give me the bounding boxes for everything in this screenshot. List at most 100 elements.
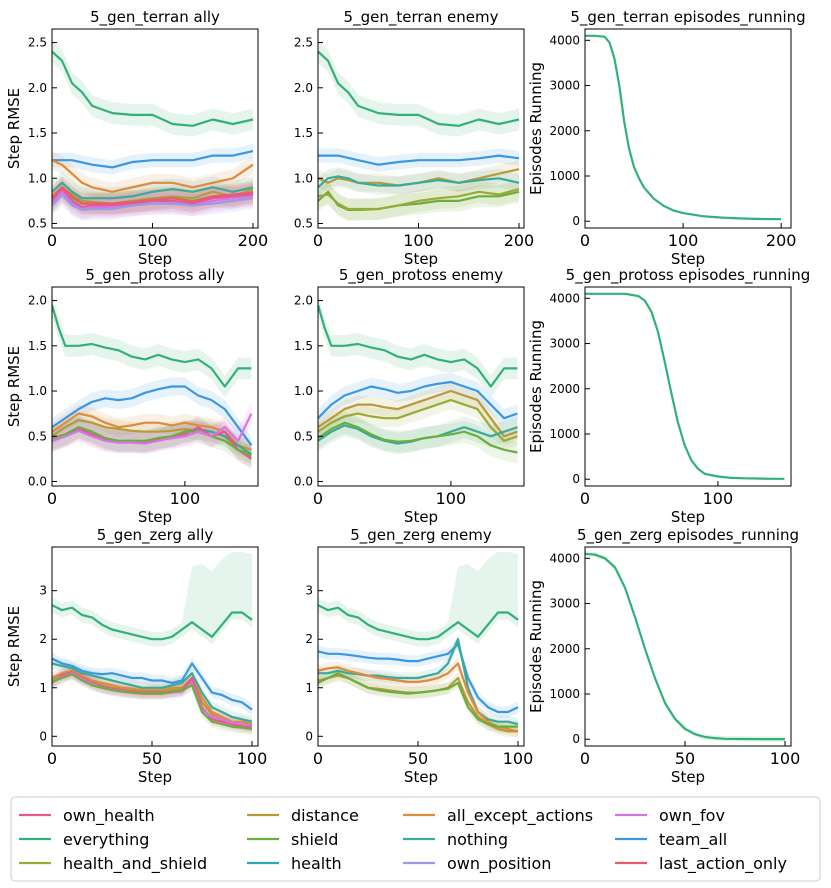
axes-frame: [317, 286, 525, 487]
band-team_all: [52, 652, 252, 716]
series-line-shield: [318, 672, 518, 728]
series-line-everything: [585, 552, 785, 741]
series-line-all_except_actions: [52, 412, 252, 451]
legend-item-team_all: team_all: [615, 830, 727, 850]
legend-label: health: [291, 854, 342, 873]
legend-item-distance: distance: [247, 806, 359, 825]
series-line-everything: [52, 304, 252, 388]
band-distance: [318, 160, 519, 195]
legend-item-own_fov: own_fov: [615, 806, 725, 826]
series-line-nothing: [52, 662, 253, 723]
y-tick-label: 0: [305, 729, 313, 743]
series-line-all_except_actions: [318, 662, 519, 733]
y-tick-label: 1.0: [28, 384, 47, 398]
x-tick-label: 0: [313, 749, 323, 768]
x-tick-label: 0: [580, 489, 590, 508]
x-tick-label: 200: [504, 231, 535, 250]
y-axis-label: Episodes Running: [527, 320, 545, 453]
y-tick-label: 3: [39, 584, 47, 598]
legend-item-health_and_shield: health_and_shield: [19, 854, 207, 874]
y-tick-label: 1: [305, 681, 313, 695]
y-tick-label: 2.5: [28, 36, 47, 50]
series-line-last_action_only: [52, 186, 254, 205]
legend-item-own_position: own_position: [403, 854, 551, 874]
band-everything: [318, 294, 518, 398]
y-axis-label: Step RMSE: [5, 606, 23, 687]
x-tick-label: 50: [675, 749, 695, 768]
chart-title: 5_gen_protoss episodes_running: [566, 266, 811, 285]
y-tick-label: 0.5: [294, 429, 313, 443]
band-own_position: [52, 183, 253, 221]
series-line-shield: [318, 421, 518, 454]
y-tick-label: 1.0: [28, 171, 47, 185]
series-line-nothing: [318, 638, 519, 726]
x-tick-label: 0: [580, 749, 590, 768]
legend-item-everything: everything: [19, 830, 149, 849]
x-axis-label: Step: [671, 250, 705, 268]
series-line-distance: [318, 389, 518, 438]
y-tick-label: 0.0: [294, 474, 313, 488]
y-tick-label: 1.5: [294, 339, 313, 353]
series-line-team_all: [318, 642, 519, 714]
x-axis-label: Step: [671, 508, 705, 526]
y-tick-label: 1.5: [294, 126, 313, 140]
band-nothing: [318, 414, 518, 455]
series-line-own_health: [52, 188, 254, 209]
series-line-everything: [52, 50, 254, 127]
y-tick-label: 4000: [549, 551, 580, 565]
legend-item-nothing: nothing: [403, 830, 508, 849]
x-tick-label: 100: [170, 489, 201, 508]
chart-title: 5_gen_zerg enemy: [350, 526, 492, 545]
band-distance: [318, 382, 518, 446]
axes-frame: [51, 286, 259, 487]
plot-area: [585, 292, 785, 480]
y-tick-label: 3000: [549, 79, 580, 93]
band-everything: [318, 551, 518, 647]
chart-title: 5_gen_zerg ally: [97, 526, 214, 545]
axes-frame: [317, 546, 525, 747]
x-tick-label: 50: [408, 749, 428, 768]
legend-label: team_all: [659, 830, 727, 850]
x-tick-label: 200: [238, 231, 269, 250]
chart-title: 5_gen_terran ally: [90, 8, 220, 27]
chart-panel-8: 0 50 100 0 1 2 3 5_gen_zerg enemy Step: [305, 526, 533, 786]
legend-label: own_health: [63, 806, 155, 826]
series-line-shield: [52, 673, 253, 731]
y-tick-label: 1: [39, 681, 47, 695]
y-tick-label: 2.0: [294, 81, 313, 95]
series-line-team_all: [52, 150, 254, 169]
chart-title: 5_gen_terran enemy: [344, 8, 499, 27]
x-tick-label: 100: [668, 231, 699, 250]
axes-frame: [51, 28, 259, 229]
x-tick-label: 0: [313, 231, 323, 250]
y-axis-label: Step RMSE: [5, 88, 23, 169]
band-everything: [318, 40, 519, 137]
x-axis-label: Step: [404, 768, 438, 786]
x-axis-label: Step: [404, 508, 438, 526]
legend-item-health: health: [247, 854, 342, 873]
x-tick-label: 100: [503, 749, 534, 768]
x-tick-label: 0: [313, 489, 323, 508]
band-own_fov: [52, 402, 252, 455]
axes-frame: [51, 546, 259, 747]
chart-title: 5_gen_zerg episodes_running: [577, 526, 799, 545]
x-tick-label: 0: [580, 231, 590, 250]
band-all_except_actions: [318, 657, 518, 738]
x-axis-label: Step: [138, 508, 172, 526]
band-distance: [52, 410, 252, 464]
y-tick-label: 3000: [549, 597, 580, 611]
x-tick-label: 100: [237, 749, 268, 768]
series-line-everything: [318, 50, 520, 127]
plot-area: [318, 40, 520, 221]
x-tick-label: 100: [703, 489, 734, 508]
y-tick-label: 3000: [549, 337, 580, 351]
band-shield: [318, 667, 518, 733]
x-tick-label: 100: [137, 231, 168, 250]
y-tick-label: 1.0: [294, 171, 313, 185]
y-tick-label: 1000: [549, 169, 580, 183]
x-tick-label: 200: [766, 231, 797, 250]
series-line-team_all: [52, 385, 253, 446]
